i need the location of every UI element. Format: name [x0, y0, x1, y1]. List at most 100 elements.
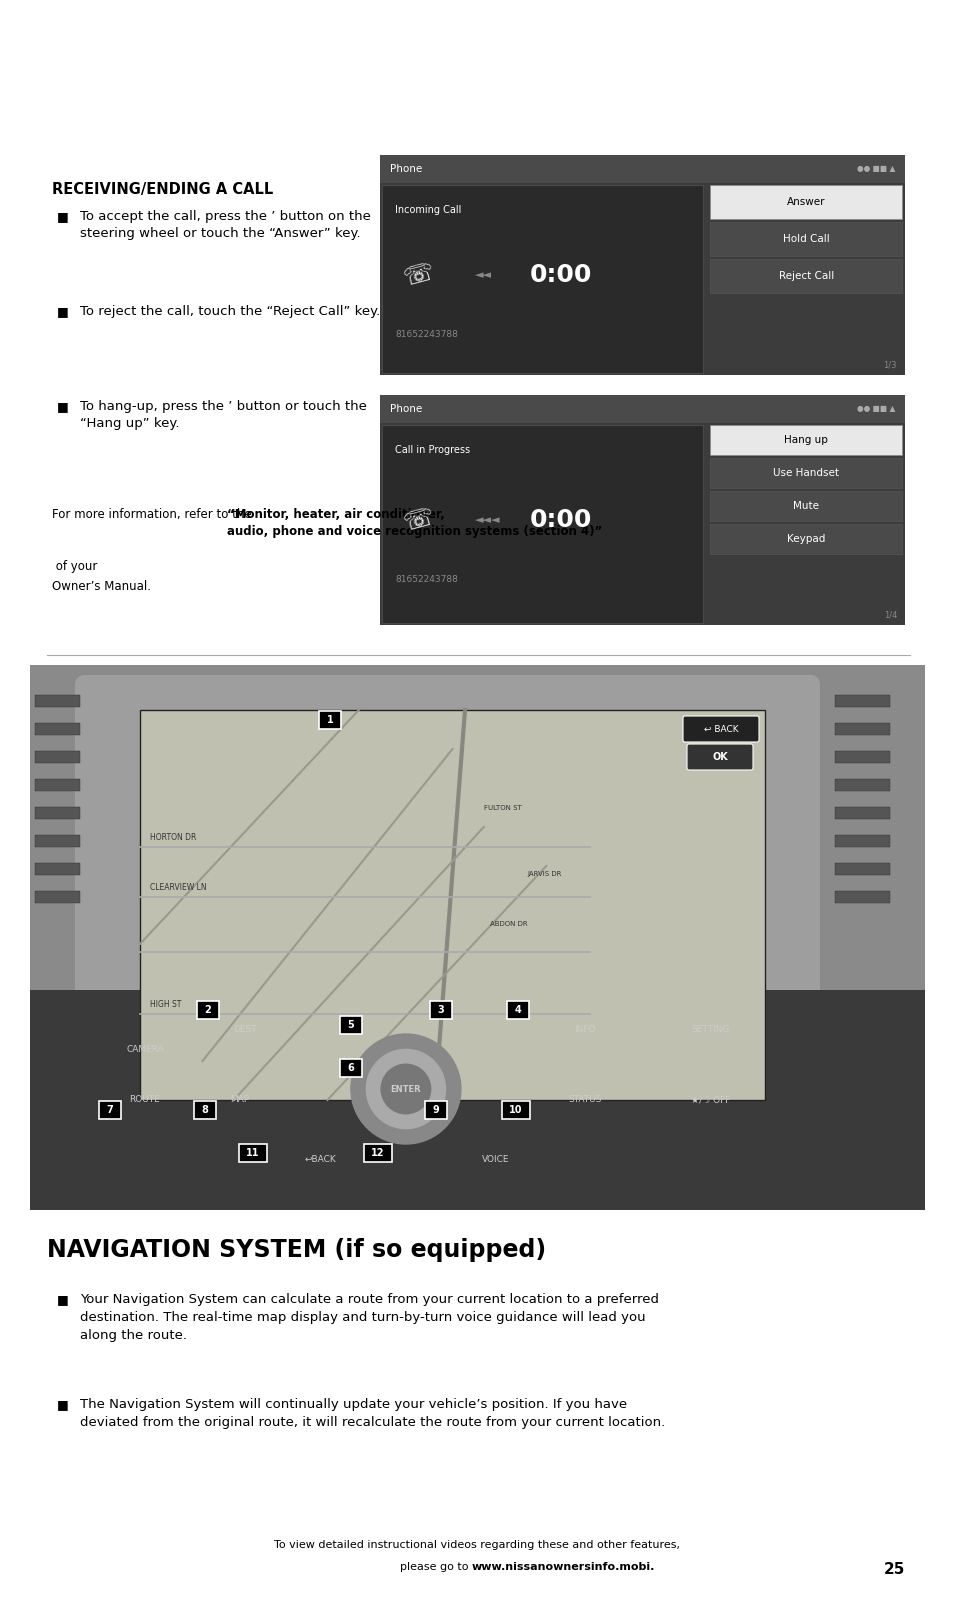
Text: JARVIS DR: JARVIS DR [527, 871, 561, 878]
Text: ☏: ☏ [399, 504, 436, 535]
Text: ●● ■■ ▲: ●● ■■ ▲ [856, 404, 894, 414]
Text: CLEARVIEW LN: CLEARVIEW LN [150, 884, 207, 892]
Text: please go to: please go to [399, 1562, 472, 1572]
Bar [379, 396, 904, 423]
Text: ☏: ☏ [399, 260, 436, 290]
Bar [381, 425, 702, 623]
Text: ■: ■ [57, 1398, 69, 1411]
Bar [506, 1001, 529, 1019]
Bar [834, 808, 889, 819]
Text: Keypad: Keypad [786, 534, 824, 543]
Text: Answer: Answer [786, 196, 824, 208]
Bar [339, 1059, 361, 1077]
Text: 0:00: 0:00 [530, 263, 592, 287]
Text: To accept the call, press the ’ button on the
steering wheel or touch the “Answe: To accept the call, press the ’ button o… [80, 209, 371, 240]
Text: DEST: DEST [233, 1025, 256, 1035]
Bar [381, 185, 702, 373]
Bar [424, 1101, 447, 1119]
Text: ROUTE: ROUTE [130, 1095, 160, 1105]
Text: Owner’s Manual.: Owner’s Manual. [52, 581, 151, 594]
Text: 4: 4 [514, 1006, 521, 1015]
Text: VOICE: VOICE [481, 1155, 509, 1165]
Bar [430, 1001, 452, 1019]
Text: 8: 8 [201, 1105, 208, 1114]
Text: To hang-up, press the ’ button or touch the
“Hang up” key.: To hang-up, press the ’ button or touch … [80, 401, 367, 430]
Bar [710, 222, 901, 256]
Text: HIGH ST: HIGH ST [150, 1001, 181, 1009]
Text: ABDON DR: ABDON DR [490, 921, 527, 928]
Text: 6: 6 [347, 1062, 354, 1074]
Text: Hold Call: Hold Call [782, 234, 829, 243]
Bar [710, 425, 901, 456]
Text: 9: 9 [432, 1105, 439, 1114]
FancyBboxPatch shape [682, 715, 759, 741]
Text: INFO: INFO [574, 1025, 595, 1035]
Text: “Monitor, heater, air conditioner,
audio, phone and voice recognition systems (s: “Monitor, heater, air conditioner, audio… [227, 508, 601, 539]
Bar [239, 1144, 267, 1161]
Bar [379, 396, 904, 624]
Text: 1/4: 1/4 [882, 611, 896, 620]
Text: ■: ■ [57, 401, 69, 414]
Text: Incoming Call: Incoming Call [395, 204, 461, 216]
Text: To reject the call, touch the “Reject Call” key.: To reject the call, touch the “Reject Ca… [80, 305, 380, 318]
Text: ●● ■■ ▲: ●● ■■ ▲ [856, 164, 894, 174]
Text: 2: 2 [204, 1006, 212, 1015]
Text: The Navigation System will continually update your vehicle’s position. If you ha: The Navigation System will continually u… [80, 1398, 664, 1429]
Text: STATUS: STATUS [568, 1095, 601, 1105]
Text: 10: 10 [509, 1105, 522, 1114]
Text: Your Navigation System can calculate a route from your current location to a pre: Your Navigation System can calculate a r… [80, 1293, 659, 1341]
Bar [35, 835, 80, 847]
Text: FULTON ST: FULTON ST [483, 805, 521, 811]
Bar [834, 779, 889, 792]
Bar [99, 1101, 121, 1119]
Circle shape [366, 1049, 445, 1129]
Text: 1: 1 [326, 715, 333, 725]
Bar [710, 491, 901, 521]
Text: Hang up: Hang up [783, 435, 827, 444]
Bar [710, 524, 901, 555]
Bar [35, 723, 80, 735]
Text: 7: 7 [107, 1105, 113, 1114]
Text: For more information, refer to the: For more information, refer to the [52, 508, 255, 521]
Text: Phone: Phone [390, 404, 422, 414]
Text: ◄◄: ◄◄ [475, 269, 492, 281]
Bar [35, 751, 80, 762]
Text: 81652243788: 81652243788 [395, 576, 457, 584]
Bar [339, 1015, 361, 1033]
Bar [834, 835, 889, 847]
Text: ■: ■ [57, 209, 69, 222]
Text: ↩BACK: ↩BACK [304, 1155, 335, 1165]
Bar [379, 156, 904, 375]
Text: Call in Progress: Call in Progress [395, 444, 470, 456]
Text: ■: ■ [57, 1293, 69, 1306]
Text: MAP: MAP [230, 1095, 250, 1105]
FancyBboxPatch shape [75, 675, 820, 1131]
Text: 12: 12 [371, 1148, 384, 1158]
Text: RECEIVING/ENDING A CALL: RECEIVING/ENDING A CALL [52, 182, 273, 196]
Text: NAVIGATION SYSTEM (if so equipped): NAVIGATION SYSTEM (if so equipped) [47, 1238, 545, 1262]
Bar [834, 863, 889, 874]
Text: 5: 5 [347, 1020, 354, 1030]
Bar [710, 260, 901, 294]
Bar [379, 156, 904, 183]
Text: OK: OK [711, 753, 727, 762]
Text: ↩ BACK: ↩ BACK [703, 725, 738, 733]
Bar [834, 723, 889, 735]
Bar [364, 1144, 392, 1161]
Text: HORTON DR: HORTON DR [150, 832, 196, 842]
Bar [834, 890, 889, 903]
Text: of your: of your [52, 560, 97, 573]
Text: Reject Call: Reject Call [778, 271, 833, 281]
Text: To view detailed instructional videos regarding these and other features,: To view detailed instructional videos re… [274, 1539, 679, 1551]
Text: ★/☽ OFF: ★/☽ OFF [690, 1095, 729, 1105]
Bar [834, 694, 889, 707]
Text: ENTER: ENTER [390, 1085, 421, 1093]
Text: ◄◄◄: ◄◄◄ [475, 516, 500, 526]
Text: www.nissanownersinfo.mobi.: www.nissanownersinfo.mobi. [472, 1562, 655, 1572]
Text: 81652243788: 81652243788 [395, 329, 457, 339]
Bar [35, 779, 80, 792]
Text: Use Handset: Use Handset [773, 469, 839, 478]
Text: Mute: Mute [792, 501, 819, 511]
Text: 25: 25 [882, 1562, 904, 1577]
Circle shape [351, 1033, 460, 1144]
